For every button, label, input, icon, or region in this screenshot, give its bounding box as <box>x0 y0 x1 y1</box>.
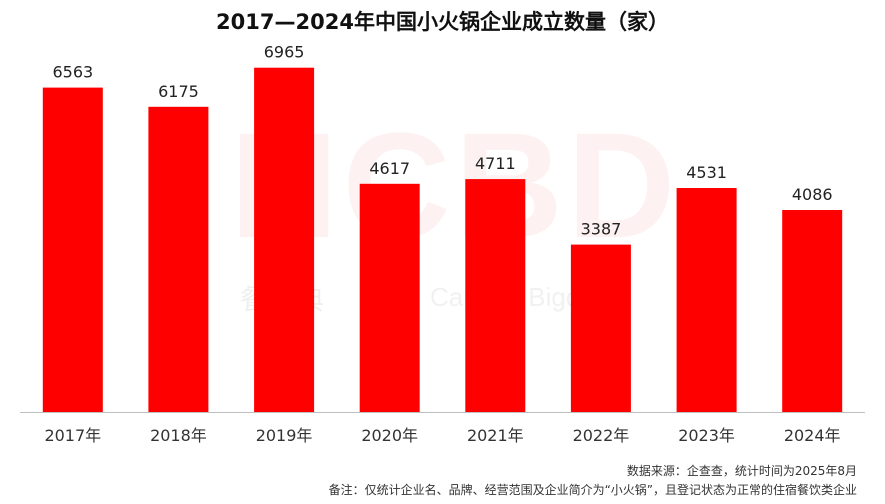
data-label: 6563 <box>52 63 93 82</box>
x-tick-label: 2022年 <box>573 426 630 445</box>
x-tick-label: 2021年 <box>467 426 524 445</box>
bar-2023年 <box>676 188 737 412</box>
data-label: 4086 <box>792 185 833 204</box>
chart-title: 2017—2024年中国小火锅企业成立数量（家） <box>216 10 669 34</box>
bar-2024年 <box>782 210 843 412</box>
bar-2020年 <box>359 183 420 412</box>
x-tick-label: 2023年 <box>678 426 735 445</box>
bar-2019年 <box>254 67 315 412</box>
x-tick-label: 2024年 <box>784 426 841 445</box>
data-source: 数据来源：企查查，统计时间为2025年8月 <box>626 464 857 478</box>
bar-2021年 <box>465 179 526 412</box>
x-tick-label: 2018年 <box>150 426 207 445</box>
data-label: 3387 <box>581 220 622 239</box>
bar-2022年 <box>570 244 631 412</box>
data-label: 6175 <box>158 82 199 101</box>
data-label: 4711 <box>475 154 516 173</box>
x-tick-label: 2019年 <box>256 426 313 445</box>
data-label: 4531 <box>686 163 727 182</box>
bar-2018年 <box>148 106 209 413</box>
x-tick-label: 2017年 <box>44 426 101 445</box>
x-tick-label: 2020年 <box>361 426 418 445</box>
footnote: 备注：仅统计企业名、品牌、经营范围及企业简介为“小火锅”，且登记状态为正常的住宿… <box>328 483 857 497</box>
bar-2017年 <box>42 87 103 412</box>
data-label: 4617 <box>369 159 410 178</box>
data-label: 6965 <box>264 43 305 62</box>
